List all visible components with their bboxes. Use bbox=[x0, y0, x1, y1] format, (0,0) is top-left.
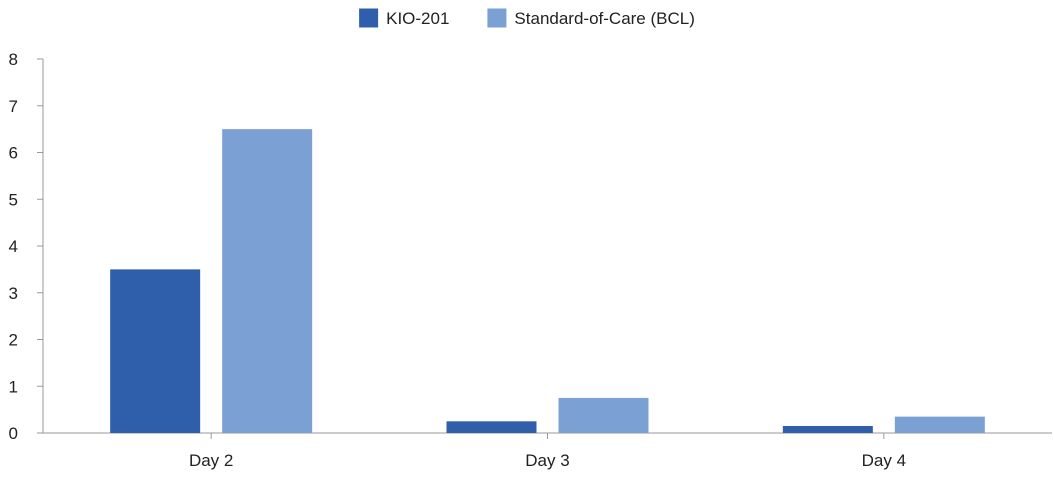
legend-swatch bbox=[359, 8, 379, 28]
y-axis: 0 1 2 3 4 5 6 7 8 bbox=[9, 50, 44, 443]
y-tick-label: 5 bbox=[9, 190, 18, 209]
bar-standard-of-care-bcl-day-3 bbox=[558, 397, 649, 433]
legend: KIO-201 Standard-of-Care (BCL) bbox=[359, 8, 695, 28]
x-tick-label: Day 2 bbox=[189, 451, 233, 470]
bar-kio-201-day-4 bbox=[782, 425, 873, 433]
y-tick-label: 8 bbox=[9, 50, 18, 69]
y-tick-label: 6 bbox=[9, 144, 18, 163]
bar-kio-201-day-2 bbox=[110, 269, 201, 433]
x-tick-label: Day 3 bbox=[525, 451, 569, 470]
y-tick-label: 1 bbox=[9, 377, 18, 396]
y-tick-label: 3 bbox=[9, 284, 18, 303]
x-axis: Day 2 Day 3 Day 4 bbox=[43, 432, 1052, 470]
y-tick-label: 0 bbox=[9, 424, 18, 443]
bar-standard-of-care-bcl-day-4 bbox=[894, 416, 985, 433]
y-tick-label: 2 bbox=[9, 331, 18, 350]
legend-label: Standard-of-Care (BCL) bbox=[514, 9, 694, 28]
legend-swatch bbox=[487, 8, 507, 28]
y-tick-label: 4 bbox=[9, 237, 18, 256]
bar-kio-201-day-3 bbox=[446, 421, 537, 433]
y-tick-label: 7 bbox=[9, 97, 18, 116]
legend-item: KIO-201 bbox=[359, 8, 449, 28]
legend-label: KIO-201 bbox=[386, 9, 449, 28]
x-tick-label: Day 4 bbox=[862, 451, 906, 470]
bar-standard-of-care-bcl-day-2 bbox=[222, 129, 313, 433]
legend-item: Standard-of-Care (BCL) bbox=[487, 8, 695, 28]
bars bbox=[110, 129, 985, 433]
